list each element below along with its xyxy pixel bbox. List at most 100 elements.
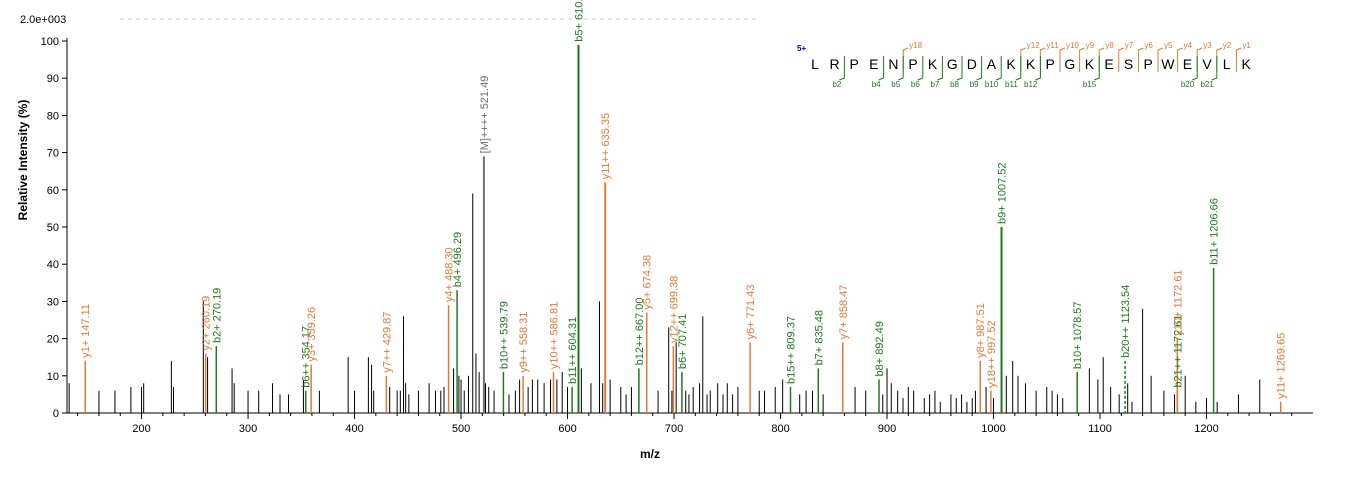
b-ion-label: b8 — [950, 80, 959, 89]
b-ion-bracket — [878, 56, 885, 81]
charge-state-label: 5+ — [797, 44, 806, 53]
peak-label: b12++ 667.00 — [634, 297, 646, 365]
sequence-residue: D — [967, 56, 977, 72]
b-ion-bracket — [1192, 56, 1198, 81]
y-ion-label: y3 — [1203, 41, 1212, 50]
peak-label: y3+ 359.26 — [306, 307, 318, 362]
peak-label: y2+ 260.19 — [201, 296, 213, 351]
peak-label: y11++ 635.35 — [600, 113, 612, 179]
b-ion-bracket — [898, 56, 904, 81]
sequence-residue: S — [1124, 56, 1133, 72]
y-tick-label: 30 — [47, 296, 59, 308]
y-tick-label: 70 — [47, 148, 59, 160]
peak-label: b20++ 1123.54 — [1120, 285, 1132, 358]
peak-label: b6+ 707.41 — [677, 314, 689, 369]
peak-label: y1+ 147.11 — [80, 304, 92, 358]
y-ion-bracket — [1157, 47, 1164, 72]
b-ion-bracket — [996, 56, 1002, 81]
y-ion-label: y12 — [1027, 41, 1040, 50]
x-axis: 200 300 400 500 600 700 800 900 1000 1100 1200 — [67, 412, 1313, 435]
b-ion-bracket — [976, 56, 983, 81]
y-tick-label: 50 — [47, 222, 59, 234]
x-tick-label: 400 — [345, 423, 363, 435]
sequence-residue: E — [869, 56, 878, 72]
peak-label: [M]++++ 521.49 — [479, 76, 491, 154]
b-ion-label: b10 — [985, 80, 999, 89]
peak-label: y8+ 987.51 — [975, 303, 987, 358]
b-ion-bracket — [1035, 56, 1041, 81]
y-ion-label: y5 — [1164, 41, 1173, 50]
peak-label: y9++ 558.31 — [518, 312, 530, 373]
sequence-residue: P — [1046, 56, 1055, 72]
y-tick-label: 0 — [53, 408, 59, 420]
b-ion-bracket — [917, 56, 924, 81]
x-tick-label: 900 — [878, 423, 896, 435]
b-ion-bracket — [956, 56, 963, 81]
sequence-residue: V — [1202, 56, 1212, 72]
x-tick-label: 800 — [771, 423, 789, 435]
x-tick-label: 1000 — [981, 423, 1005, 435]
sequence-residue: L — [811, 56, 819, 72]
b-ion-bracket — [1211, 56, 1218, 81]
peak-label: y7+ 858.47 — [838, 285, 850, 340]
y-ion-bracket — [1079, 47, 1085, 72]
sequence-residue: E — [1104, 56, 1113, 72]
y-ion-label: y4 — [1184, 41, 1193, 50]
y-ion-label: y1 — [1242, 41, 1251, 50]
peak-label: b5+ 610.3 — [573, 0, 585, 42]
y-tick-label: 80 — [47, 110, 59, 122]
intensity-scale-label: 2.0e+003 — [20, 14, 66, 26]
b-ion-label: b4 — [872, 80, 881, 89]
x-tick-label: 200 — [132, 423, 150, 435]
sequence-residue: P — [850, 56, 859, 72]
y-ion-bracket — [1059, 47, 1066, 72]
y-ion-bracket — [1137, 47, 1144, 72]
peak-label: b4+ 496.29 — [452, 232, 464, 287]
b-ion-label: b20 — [1181, 80, 1195, 89]
peak-label: y11+ 1269.65 — [1276, 333, 1288, 399]
sequence-residue: P — [1144, 56, 1153, 72]
y-tick-label: 100 — [41, 36, 59, 48]
sequence-residue: G — [947, 56, 958, 72]
b-ion-label: b5 — [891, 80, 900, 89]
b-ion-label: b6 — [911, 80, 920, 89]
sequence-residue: A — [987, 56, 997, 72]
y-ion-bracket — [1235, 47, 1242, 72]
peak-label: y4+ 488.30 — [444, 247, 456, 302]
peak-label: b11+ 1206.66 — [1209, 198, 1221, 265]
y-tick-label: 20 — [47, 334, 59, 346]
peak-label: b9+ 1007.52 — [997, 163, 1009, 224]
sequence-residue: P — [908, 56, 917, 72]
y-axis: 0 10 20 30 40 50 60 70 80 90 100 — [41, 36, 68, 420]
sequence-residue: K — [1242, 56, 1252, 72]
b-ion-label: b7 — [930, 80, 939, 89]
y-tick-label: 40 — [47, 259, 59, 271]
b-ion-label: b15 — [1083, 80, 1097, 89]
y-ion-label: y7 — [1125, 41, 1134, 50]
y-ion-label: y6 — [1144, 41, 1153, 50]
peak-label: y12++ 699.38 — [668, 276, 680, 343]
peak-label: b11++ 604.31 — [567, 317, 579, 384]
x-tick-label: 1200 — [1194, 423, 1218, 435]
peak-label: y6+ 771.43 — [745, 285, 757, 340]
b-ion-bracket — [839, 56, 845, 81]
peak-label: b2+ 270.19 — [211, 288, 223, 343]
peak-label: b6++ 354.17 — [301, 326, 313, 388]
x-tick-label: 300 — [239, 423, 257, 435]
b-ion-bracket — [937, 56, 943, 81]
b-ion-label: b9 — [970, 80, 979, 89]
y-ion-bracket — [1118, 47, 1124, 72]
sequence-residue: K — [928, 56, 938, 72]
x-tick-label: 1100 — [1088, 423, 1112, 435]
peak-label: y10++ 586.81 — [548, 302, 560, 369]
y-ion-label: y18 — [909, 41, 922, 50]
y-axis-label: Relative Intensity (%) — [16, 100, 30, 221]
sequence-residue: K — [1085, 56, 1095, 72]
sequence-residue: N — [888, 56, 898, 72]
peak-label: b8+ 892.49 — [874, 321, 886, 376]
peak-label: y5+ 674.38 — [642, 255, 654, 310]
y-ion-label: y11 — [1046, 41, 1059, 50]
